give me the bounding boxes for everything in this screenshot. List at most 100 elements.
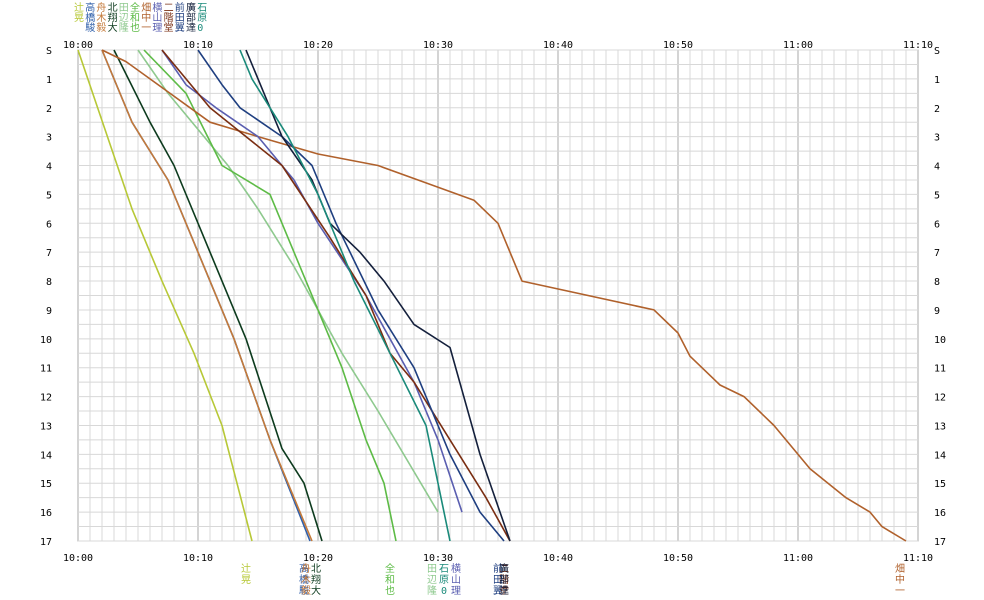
y-tick-label-left: 11	[40, 364, 52, 375]
y-tick-label-left: 13	[40, 421, 52, 432]
end-label-char: 山	[451, 574, 461, 586]
end-label-char: 北	[311, 563, 321, 575]
legend-entry-char: 毅	[96, 21, 106, 34]
end-label: 辻晃	[241, 562, 251, 586]
y-tick-label-left: S	[46, 46, 52, 57]
y-tick-label-left: 4	[46, 162, 52, 173]
end-label-char: 舟	[301, 562, 311, 575]
end-label-char: 翔	[311, 573, 321, 586]
x-tick-label-top: 10:10	[183, 40, 213, 51]
y-tick-label-left: 8	[46, 277, 52, 288]
grid	[77, 49, 919, 542]
y-tick-label-right: 3	[934, 133, 940, 144]
end-label-char: 階	[499, 574, 509, 586]
y-tick-label-left: 14	[40, 450, 52, 461]
end-label-char: 翼	[493, 585, 503, 597]
x-tick-label-bottom: 10:00	[63, 553, 93, 564]
legend-entry-char: 舟	[96, 1, 106, 14]
end-label-char: 0	[441, 586, 447, 597]
y-tick-label-left: 10	[40, 335, 52, 346]
y-tick-label-right: 2	[934, 104, 940, 115]
legend-entry: 北翔大	[108, 2, 118, 34]
x-tick-label-top: 10:20	[303, 40, 333, 51]
legend-entry-char: 堂	[164, 22, 174, 34]
x-tick-label-bottom: 10:10	[183, 553, 213, 564]
legend-entry-char: 晃	[74, 12, 84, 24]
series-lines	[77, 49, 907, 542]
legend-entry-char: 山	[152, 12, 162, 24]
y-tick-label-right: 1	[934, 75, 940, 86]
x-tick-label-bottom: 10:50	[663, 553, 693, 564]
y-tick-label-left: 15	[40, 479, 52, 490]
end-label-char: 廣	[499, 562, 509, 575]
legend-entry-char: 横	[152, 1, 162, 14]
series-line	[137, 49, 439, 513]
x-tick-label-top: 11:00	[783, 40, 813, 51]
x-tick-label-top: 10:50	[663, 40, 693, 51]
y-tick-label-left: 7	[46, 248, 52, 259]
x-tick-label-bottom: 11:10	[903, 553, 933, 564]
end-label-char: 大	[311, 584, 321, 597]
series-line	[101, 49, 907, 542]
series-line	[77, 49, 253, 542]
end-label-char: 木	[301, 574, 311, 586]
end-label-char: 部	[499, 573, 509, 586]
legend-entry-char: 隆	[119, 21, 129, 34]
end-label-char: 橋	[299, 573, 309, 586]
legend-entry-char: 翔	[108, 11, 118, 24]
axes: 10:00 10:00 10:10 10:10 10:20 10:20 10:30 10:30…	[40, 40, 946, 564]
y-tick-label-left: 16	[40, 508, 52, 519]
y-tick-label-left: 17	[40, 537, 52, 548]
end-label: 畑中一	[895, 562, 905, 597]
end-label-char: 晃	[241, 574, 251, 586]
end-label-char: 二	[499, 564, 509, 575]
y-tick-label-left: 9	[46, 306, 52, 317]
legend-entry-char: 也	[130, 21, 140, 34]
end-label: 横山理	[451, 562, 461, 597]
legend-entry: 舟木毅	[96, 1, 106, 34]
y-tick-label-left: 1	[46, 75, 52, 86]
series-line	[113, 49, 323, 542]
legend-entry-char: 中	[141, 11, 151, 24]
legend-entry-char: 北	[108, 2, 118, 14]
x-tick-label-top: 10:30	[423, 40, 453, 51]
legend-entry: 廣部達	[186, 1, 196, 34]
legend-entry-char: 田	[175, 13, 185, 24]
end-label-char: 中	[895, 573, 905, 586]
end-label-char: 理	[451, 585, 461, 597]
legend-entry: 横山理	[152, 1, 162, 34]
legend-entry-char: 辻	[74, 1, 84, 14]
x-tick-label-bottom: 10:40	[543, 553, 573, 564]
legend-entry-char: 理	[152, 22, 162, 34]
legend-entry: 二階堂	[164, 3, 174, 34]
legend-entry-char: 部	[186, 11, 196, 24]
end-label: 高橋駿	[299, 562, 309, 597]
end-label-char: 駿	[299, 584, 309, 597]
end-label-char: 田	[427, 564, 437, 575]
end-label: 田辺隆	[427, 564, 437, 597]
legend-entry-char: 廣	[186, 1, 196, 14]
y-tick-label-right: 14	[934, 450, 946, 461]
y-tick-label-right: 15	[934, 479, 946, 490]
end-label-char: 毅	[301, 584, 311, 597]
y-tick-label-right: 17	[934, 537, 946, 548]
end-label-char: 高	[299, 562, 309, 575]
y-tick-label-right: 16	[934, 508, 946, 519]
legend-entry: 石原0	[197, 3, 207, 34]
legend-entry-char: 二	[164, 3, 174, 14]
end-label-char: 辻	[241, 562, 251, 575]
legend-entry-char: 原	[197, 12, 207, 24]
legend-entry-char: 0	[197, 23, 203, 34]
end-label-char: 辺	[427, 574, 437, 586]
legend-entry-char: 翼	[175, 22, 185, 34]
y-tick-label-right: 11	[934, 364, 946, 375]
legend-entry-char: 橋	[85, 11, 95, 24]
y-tick-label-left: 5	[46, 190, 52, 201]
x-tick-label-top: 11:10	[903, 40, 933, 51]
x-tick-label-bottom: 11:00	[783, 553, 813, 564]
legend-entry: 畑中一	[141, 1, 151, 34]
end-label-char: 也	[385, 584, 395, 597]
